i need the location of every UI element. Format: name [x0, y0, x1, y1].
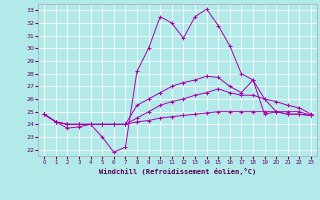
X-axis label: Windchill (Refroidissement éolien,°C): Windchill (Refroidissement éolien,°C) — [99, 168, 256, 175]
